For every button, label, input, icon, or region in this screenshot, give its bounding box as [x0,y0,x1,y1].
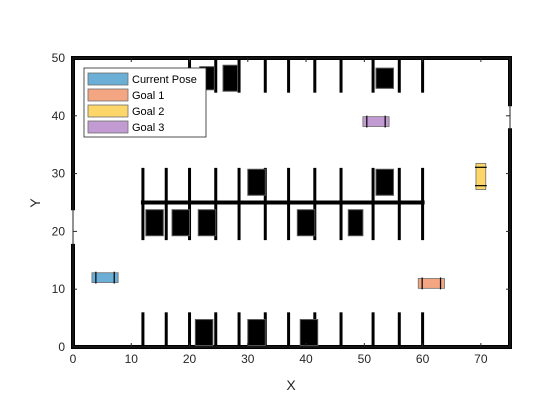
x-tick-label: 30 [241,352,255,366]
vehicle-pose [91,271,119,284]
y-axis-ticks: 0 10 20 30 40 50 [52,51,510,354]
vehicle-body [362,116,390,127]
legend: Current Pose Goal 1 Goal 2 Goal 3 [83,67,207,138]
vehicle-body [417,278,445,289]
y-tick-label: 30 [52,167,66,181]
vehicle-body [91,272,119,283]
y-tick-label: 40 [52,109,66,123]
x-tick-label: 10 [125,352,139,366]
vehicle-body [475,162,487,191]
parked-cars-layer [145,64,394,347]
parked-car [171,209,191,237]
x-axis-ticks: 0 10 20 30 40 50 60 70 [70,58,488,366]
parked-car [299,319,319,347]
y-axis-label: Y [27,198,43,208]
legend-label: Goal 2 [132,106,164,118]
parked-car [347,209,364,237]
axes-box [72,57,511,348]
legend-label: Current Pose [132,74,197,86]
x-axis-label: X [286,377,296,393]
parked-car [145,209,164,237]
legend-swatch [87,104,129,118]
x-tick-label: 0 [70,352,77,366]
parked-car [375,168,394,196]
parked-car [194,319,214,347]
legend-label: Goal 3 [132,122,164,134]
parked-car [222,64,239,92]
vehicle-poses-layer [91,115,487,290]
legend-label: Goal 1 [132,90,164,102]
vehicle-pose [417,277,445,290]
y-tick-label: 20 [52,224,66,238]
parked-car [247,168,266,196]
x-tick-label: 60 [416,352,430,366]
y-tick-label: 10 [52,282,66,296]
legend-items: Current Pose Goal 1 Goal 2 Goal 3 [87,72,197,134]
vehicle-pose [474,162,487,191]
x-tick-label: 70 [474,352,488,366]
x-tick-label: 50 [358,352,372,366]
vehicle-pose [362,115,390,128]
x-tick-label: 40 [299,352,313,366]
legend-swatch [87,72,129,86]
parked-car [296,209,316,237]
y-tick-label: 0 [58,340,65,354]
parked-car [247,319,266,347]
parked-car [197,209,217,237]
parked-car [375,67,394,89]
legend-swatch [87,88,129,102]
y-tick-label: 50 [52,51,66,65]
legend-swatch [87,120,129,134]
x-tick-label: 20 [183,352,197,366]
